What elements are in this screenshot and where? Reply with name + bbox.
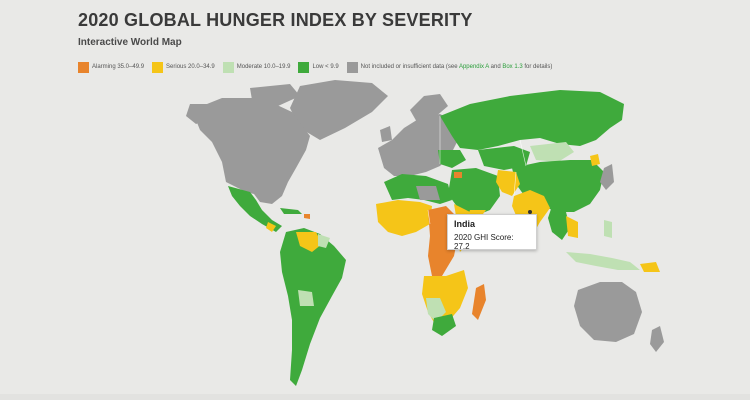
- scandinavia[interactable]: [410, 94, 448, 124]
- legend-label-serious: Serious 20.0–34.9: [166, 64, 215, 70]
- legend-swatch-alarming: [78, 61, 89, 73]
- legend-item-moderate[interactable]: Moderate 10.0–19.9: [222, 61, 291, 73]
- legend-swatch-moderate: [222, 61, 234, 73]
- south-america[interactable]: [280, 228, 346, 386]
- legend-item-alarming[interactable]: Alarming 35.0–49.9: [78, 61, 145, 73]
- legend-label-na: Not included or insufficient data (see A…: [360, 64, 553, 70]
- alaska[interactable]: [186, 104, 214, 124]
- guyana[interactable]: [318, 234, 330, 248]
- legend-label-alarming: Alarming 35.0–49.9: [92, 64, 145, 70]
- madagascar[interactable]: [472, 284, 486, 320]
- syria[interactable]: [454, 172, 462, 178]
- russia[interactable]: [440, 90, 624, 150]
- cuba[interactable]: [280, 208, 302, 214]
- page-title: 2020 GLOBAL HUNGER INDEX BY SEVERITY: [78, 10, 473, 30]
- namibia-botswana[interactable]: [426, 298, 446, 322]
- middle-east[interactable]: [448, 168, 500, 218]
- appendix-a-link[interactable]: Appendix A: [458, 64, 489, 70]
- guatemala[interactable]: [266, 222, 276, 232]
- legend-label-moderate: Moderate 10.0–19.9: [236, 64, 291, 70]
- philippines[interactable]: [604, 220, 612, 238]
- ukraine-region[interactable]: [438, 150, 466, 168]
- country-tooltip: India 2020 GHI Score: 27.2: [447, 214, 537, 251]
- south-africa[interactable]: [432, 314, 456, 336]
- papua-new-guinea[interactable]: [640, 262, 660, 272]
- legend-swatch-na: [346, 61, 358, 73]
- tooltip-score-line: 2020 GHI Score: 27.2: [454, 233, 530, 251]
- legend-label-low: Low < 9.9: [312, 64, 339, 70]
- haiti[interactable]: [304, 214, 310, 219]
- laos-cambodia[interactable]: [566, 216, 578, 238]
- uk[interactable]: [380, 126, 392, 142]
- north-america[interactable]: [192, 98, 310, 204]
- sahel-west-africa[interactable]: [376, 200, 432, 236]
- afghanistan-pakistan[interactable]: [496, 170, 520, 196]
- mongolia[interactable]: [530, 142, 574, 162]
- venezuela[interactable]: [296, 232, 322, 252]
- bolivia[interactable]: [298, 290, 314, 306]
- new-zealand[interactable]: [650, 326, 664, 352]
- tooltip-country-name: India: [454, 219, 476, 229]
- footer-strip: [0, 394, 750, 400]
- europe[interactable]: [378, 114, 458, 176]
- myanmar-thailand[interactable]: [548, 206, 570, 240]
- tooltip-score-value: 27.2: [454, 242, 470, 251]
- box-1-3-link[interactable]: Box 1.3: [502, 64, 523, 70]
- legend-item-na[interactable]: Not included or insufficient data (see A…: [346, 61, 553, 73]
- legend: Alarming 35.0–49.9 Serious 20.0–34.9 Mod…: [78, 60, 552, 74]
- kazakhstan[interactable]: [478, 146, 530, 170]
- page-subtitle: Interactive World Map: [78, 37, 182, 48]
- legend-item-serious[interactable]: Serious 20.0–34.9: [152, 61, 215, 73]
- indonesia[interactable]: [566, 252, 640, 270]
- north-korea[interactable]: [590, 154, 600, 166]
- western-sahara-libya[interactable]: [416, 186, 440, 200]
- tooltip-score-label: 2020 GHI Score:: [454, 233, 514, 242]
- legend-item-low[interactable]: Low < 9.9: [298, 61, 339, 73]
- japan[interactable]: [600, 164, 614, 190]
- mexico[interactable]: [228, 186, 282, 232]
- india-marker: [528, 210, 532, 214]
- australia[interactable]: [574, 282, 642, 342]
- legend-swatch-low: [298, 61, 310, 73]
- legend-swatch-serious: [152, 61, 164, 73]
- greenland[interactable]: [290, 80, 388, 140]
